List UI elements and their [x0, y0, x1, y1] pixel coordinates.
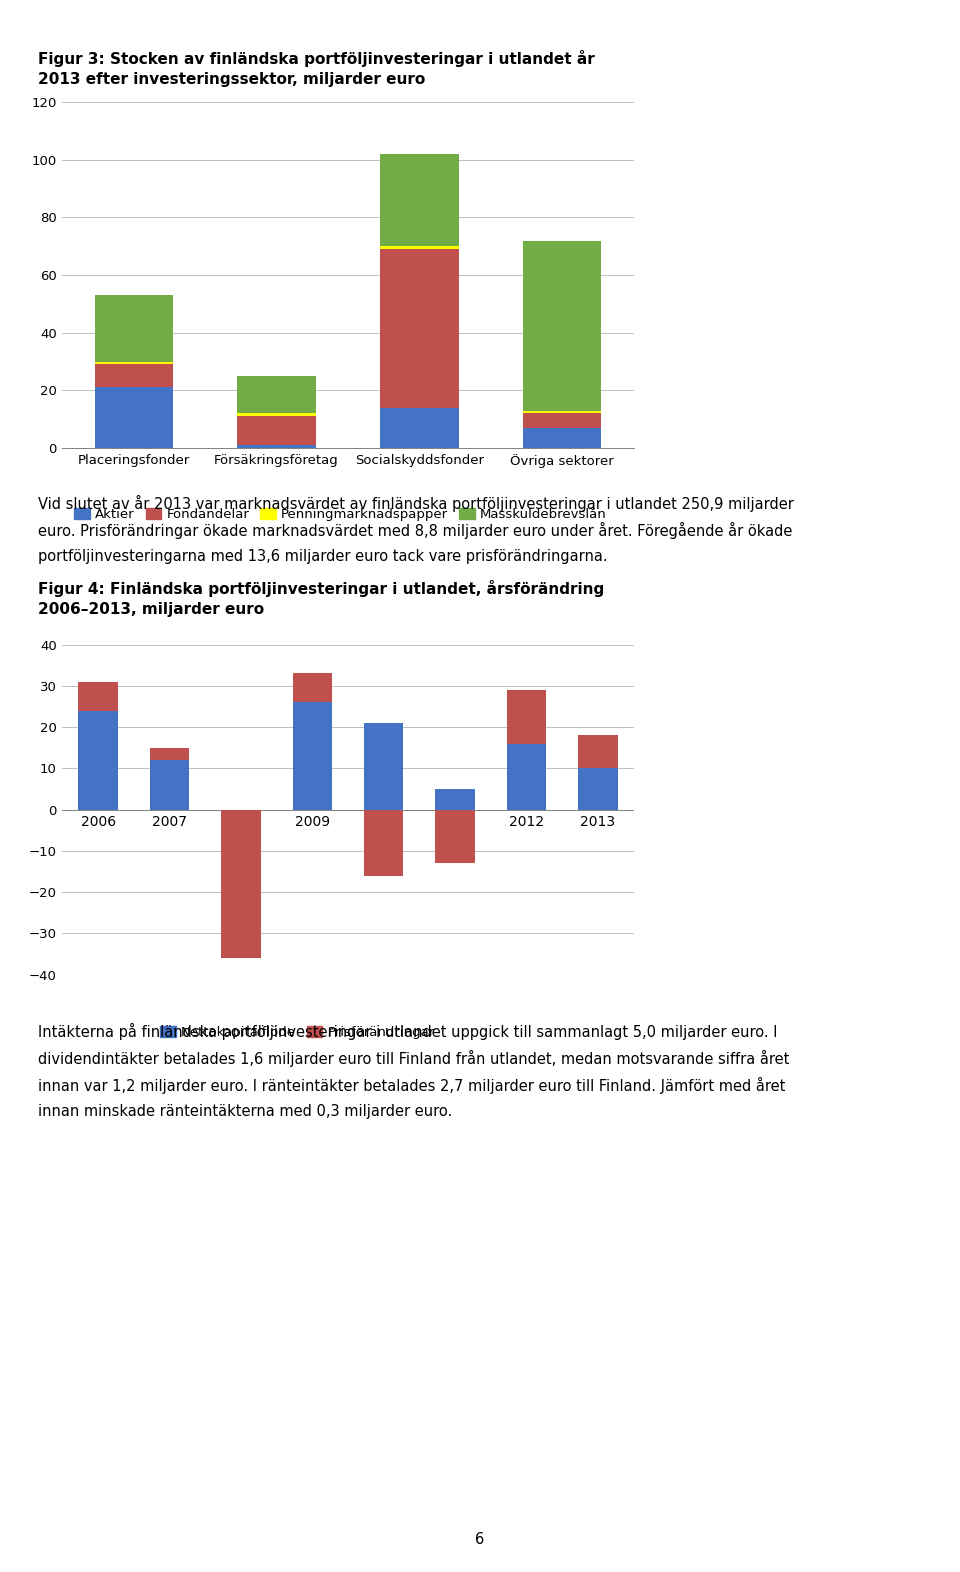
Bar: [79, 682, 118, 711]
Bar: [380, 248, 459, 407]
Bar: [94, 387, 173, 448]
Bar: [380, 407, 459, 448]
Bar: [507, 744, 546, 810]
Text: innan minskade ränteintäkterna med 0,3 miljarder euro.: innan minskade ränteintäkterna med 0,3 m…: [38, 1104, 453, 1119]
Text: portföljinvesteringarna med 13,6 miljarder euro tack vare prisförändringarna.: portföljinvesteringarna med 13,6 miljard…: [38, 549, 608, 564]
Bar: [436, 810, 475, 863]
Bar: [150, 759, 189, 810]
Text: 2013 efter investeringssektor, miljarder euro: 2013 efter investeringssektor, miljarder…: [38, 71, 425, 86]
Text: 6: 6: [475, 1531, 485, 1547]
Bar: [523, 410, 602, 413]
Bar: [94, 365, 173, 387]
Bar: [237, 413, 316, 417]
Text: 2006–2013, miljarder euro: 2006–2013, miljarder euro: [38, 602, 265, 618]
Bar: [237, 417, 316, 445]
Text: innan var 1,2 miljarder euro. I ränteintäkter betalades 2,7 miljarder euro till : innan var 1,2 miljarder euro. I ränteint…: [38, 1077, 786, 1094]
Legend: Nettokapitalflöde, Prisförändringar: Nettokapitalflöde, Prisförändringar: [155, 1020, 441, 1044]
Bar: [237, 376, 316, 413]
Bar: [380, 154, 459, 247]
Bar: [578, 769, 617, 810]
Bar: [380, 247, 459, 248]
Text: dividendintäkter betalades 1,6 miljarder euro till Finland från utlandet, medan : dividendintäkter betalades 1,6 miljarder…: [38, 1050, 790, 1067]
Text: Vid slutet av år 2013 var marknadsvärdet av finländska portföljinvesteringar i u: Vid slutet av år 2013 var marknadsvärdet…: [38, 495, 794, 512]
Text: Intäkterna på finländska portföljinvesteringar i utlandet uppgick till sammanlag: Intäkterna på finländska portföljinveste…: [38, 1023, 778, 1041]
Legend: Aktier, Fondandelar, Penningmarknadspapper, Masskuldebrevslån: Aktier, Fondandelar, Penningmarknadspapp…: [69, 503, 612, 527]
Bar: [94, 296, 173, 362]
Bar: [523, 241, 602, 410]
Bar: [94, 362, 173, 365]
Bar: [150, 748, 189, 759]
Bar: [237, 445, 316, 448]
Bar: [364, 810, 403, 876]
Bar: [523, 413, 602, 428]
Bar: [436, 789, 475, 810]
Text: euro. Prisförändringar ökade marknadsvärdet med 8,8 miljarder euro under året. F: euro. Prisförändringar ökade marknadsvär…: [38, 522, 793, 539]
Bar: [523, 428, 602, 448]
Bar: [364, 723, 403, 810]
Text: Figur 3: Stocken av finländska portföljinvesteringar i utlandet år: Figur 3: Stocken av finländska portfölji…: [38, 50, 595, 68]
Text: Figur 4: Finländska portföljinvesteringar i utlandet, årsförändring: Figur 4: Finländska portföljinvesteringa…: [38, 580, 605, 597]
Bar: [293, 673, 332, 703]
Bar: [221, 810, 260, 957]
Bar: [293, 703, 332, 810]
Bar: [79, 711, 118, 810]
Bar: [507, 690, 546, 744]
Bar: [578, 736, 617, 769]
